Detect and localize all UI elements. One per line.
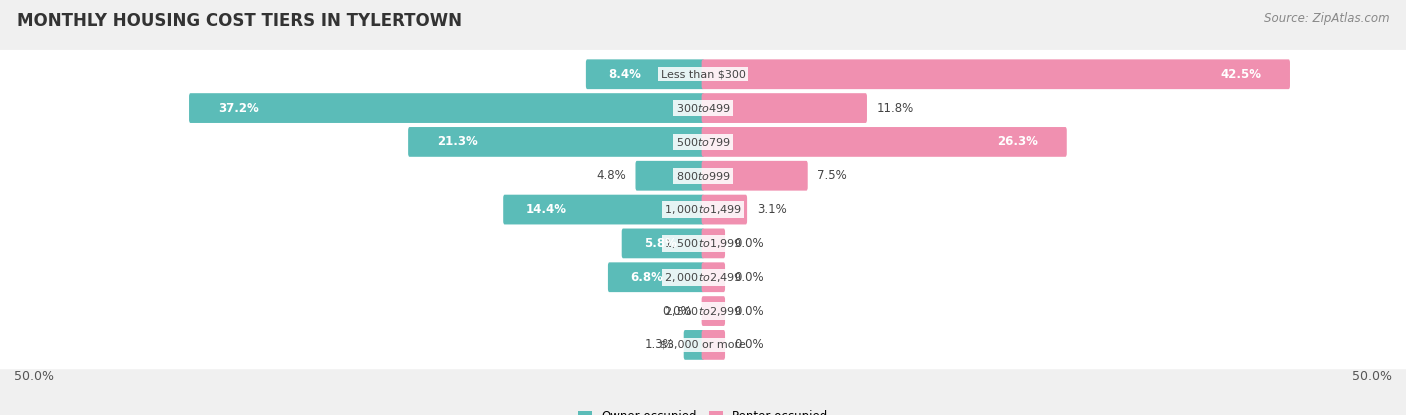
FancyBboxPatch shape <box>503 195 704 225</box>
FancyBboxPatch shape <box>0 50 1406 99</box>
Text: 7.5%: 7.5% <box>817 169 846 182</box>
Text: $300 to $499: $300 to $499 <box>675 102 731 114</box>
FancyBboxPatch shape <box>702 262 725 292</box>
Text: $500 to $799: $500 to $799 <box>675 136 731 148</box>
FancyBboxPatch shape <box>0 84 1406 132</box>
FancyBboxPatch shape <box>0 253 1406 302</box>
FancyBboxPatch shape <box>0 185 1406 234</box>
Text: 21.3%: 21.3% <box>437 135 478 149</box>
FancyBboxPatch shape <box>0 117 1406 166</box>
FancyBboxPatch shape <box>621 229 704 258</box>
Text: Less than $300: Less than $300 <box>661 69 745 79</box>
Legend: Owner-occupied, Renter-occupied: Owner-occupied, Renter-occupied <box>572 405 834 415</box>
FancyBboxPatch shape <box>702 161 807 190</box>
FancyBboxPatch shape <box>683 330 704 360</box>
Text: 42.5%: 42.5% <box>1220 68 1261 81</box>
Text: $3,000 or more: $3,000 or more <box>661 340 745 350</box>
FancyBboxPatch shape <box>702 127 1067 157</box>
Text: 14.4%: 14.4% <box>526 203 567 216</box>
FancyBboxPatch shape <box>0 151 1406 200</box>
Text: 0.0%: 0.0% <box>662 305 692 317</box>
Text: 50.0%: 50.0% <box>14 370 53 383</box>
FancyBboxPatch shape <box>0 320 1406 369</box>
Text: 0.0%: 0.0% <box>735 237 765 250</box>
FancyBboxPatch shape <box>607 262 704 292</box>
Text: 50.0%: 50.0% <box>1353 370 1392 383</box>
Text: 5.8%: 5.8% <box>644 237 676 250</box>
Text: 1.3%: 1.3% <box>644 338 673 352</box>
FancyBboxPatch shape <box>702 330 725 360</box>
Text: 0.0%: 0.0% <box>735 271 765 284</box>
FancyBboxPatch shape <box>586 59 704 89</box>
Text: 8.4%: 8.4% <box>607 68 641 81</box>
Text: Source: ZipAtlas.com: Source: ZipAtlas.com <box>1264 12 1389 25</box>
FancyBboxPatch shape <box>0 287 1406 335</box>
Text: $2,000 to $2,499: $2,000 to $2,499 <box>664 271 742 284</box>
Text: MONTHLY HOUSING COST TIERS IN TYLERTOWN: MONTHLY HOUSING COST TIERS IN TYLERTOWN <box>17 12 463 30</box>
Text: 6.8%: 6.8% <box>630 271 662 284</box>
Text: 26.3%: 26.3% <box>997 135 1038 149</box>
FancyBboxPatch shape <box>636 161 704 190</box>
Text: 4.8%: 4.8% <box>596 169 626 182</box>
FancyBboxPatch shape <box>188 93 704 123</box>
Text: $800 to $999: $800 to $999 <box>675 170 731 182</box>
Text: $1,500 to $1,999: $1,500 to $1,999 <box>664 237 742 250</box>
FancyBboxPatch shape <box>702 59 1289 89</box>
FancyBboxPatch shape <box>0 219 1406 268</box>
Text: 11.8%: 11.8% <box>876 102 914 115</box>
Text: $2,500 to $2,999: $2,500 to $2,999 <box>664 305 742 317</box>
FancyBboxPatch shape <box>702 93 868 123</box>
Text: $1,000 to $1,499: $1,000 to $1,499 <box>664 203 742 216</box>
Text: 37.2%: 37.2% <box>218 102 259 115</box>
FancyBboxPatch shape <box>408 127 704 157</box>
FancyBboxPatch shape <box>702 195 747 225</box>
Text: 3.1%: 3.1% <box>756 203 786 216</box>
Text: 0.0%: 0.0% <box>735 305 765 317</box>
FancyBboxPatch shape <box>702 229 725 258</box>
FancyBboxPatch shape <box>702 296 725 326</box>
Text: 0.0%: 0.0% <box>735 338 765 352</box>
